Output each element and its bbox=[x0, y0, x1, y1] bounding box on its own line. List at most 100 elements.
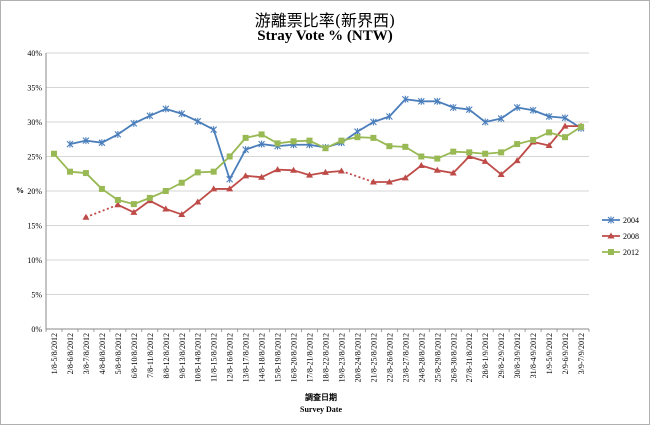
data-point bbox=[162, 205, 170, 212]
y-tick-label: 15% bbox=[27, 222, 42, 231]
data-point bbox=[513, 104, 521, 112]
x-tick-label: 23/8-27/8/2012 bbox=[401, 333, 410, 382]
series-line-segment bbox=[516, 141, 534, 162]
x-tick-label: 4/8-8/8/2012 bbox=[98, 333, 107, 374]
data-point bbox=[417, 97, 425, 105]
data-point bbox=[130, 119, 138, 127]
x-tick-label: 18/8-22/8/2012 bbox=[321, 333, 330, 382]
data-point bbox=[418, 153, 425, 160]
series-line-segment bbox=[548, 115, 566, 119]
data-point bbox=[321, 168, 329, 175]
series-line-segment bbox=[69, 139, 87, 145]
x-tick-label: 8/8-12/8/2012 bbox=[162, 333, 171, 378]
series-line-segment bbox=[133, 114, 151, 125]
data-point bbox=[401, 95, 409, 103]
data-point bbox=[274, 140, 281, 147]
series-dotted-segment bbox=[85, 203, 119, 219]
data-point bbox=[498, 149, 505, 156]
data-point bbox=[338, 137, 345, 144]
data-point bbox=[130, 208, 138, 215]
data-point bbox=[242, 134, 249, 141]
series-line-segment bbox=[117, 122, 135, 136]
data-point bbox=[194, 117, 202, 125]
y-tick-label: 10% bbox=[27, 256, 42, 265]
x-tick-label: 26/8-30/8/2012 bbox=[449, 333, 458, 382]
data-point bbox=[481, 157, 489, 164]
series-line-segment bbox=[197, 120, 215, 131]
data-point bbox=[513, 157, 521, 164]
y-tick-label: 30% bbox=[27, 118, 42, 127]
series-line-segment bbox=[181, 112, 199, 123]
y-tick-label: 25% bbox=[27, 153, 42, 162]
data-point bbox=[82, 137, 90, 145]
data-point bbox=[82, 170, 89, 177]
series-line-segment bbox=[485, 117, 502, 123]
x-tick-label: 17/8-21/8/2012 bbox=[306, 333, 315, 382]
data-point bbox=[210, 185, 218, 192]
data-point bbox=[385, 178, 393, 185]
series-line-segment bbox=[165, 208, 183, 216]
data-point bbox=[401, 174, 409, 181]
data-point bbox=[482, 150, 489, 157]
data-point bbox=[290, 138, 297, 145]
x-tick-label: 27/8-31/8/2012 bbox=[465, 333, 474, 382]
data-point bbox=[578, 123, 585, 130]
x-tick-label: 15/8-19/8/2012 bbox=[274, 333, 283, 382]
series-line-segment bbox=[421, 164, 438, 172]
series-line-segment bbox=[468, 155, 486, 163]
legend-marker bbox=[607, 232, 615, 239]
series-line-segment bbox=[548, 125, 566, 147]
data-point bbox=[146, 194, 153, 201]
series-line-segment bbox=[356, 121, 374, 133]
data-point bbox=[354, 128, 361, 136]
data-point bbox=[306, 171, 314, 178]
data-point bbox=[178, 179, 185, 186]
x-tick-label: 24/8-28/8/2012 bbox=[417, 333, 426, 382]
data-point bbox=[194, 198, 202, 205]
x-tick-label: 22/8-26/8/2012 bbox=[385, 333, 394, 382]
series-line-segment bbox=[228, 149, 247, 180]
x-tick-label: 1/8-5/8/2012 bbox=[50, 333, 59, 374]
series-line-segment bbox=[500, 106, 518, 120]
y-tick-label: 0% bbox=[31, 325, 42, 334]
x-axis-ticks: 1/8-5/8/2012 2/8-6/8/2012 3/8-7/8/2012 4/8-… bbox=[45, 329, 590, 382]
data-point bbox=[433, 97, 441, 105]
data-point bbox=[226, 175, 234, 183]
y-tick-label: 40% bbox=[27, 49, 42, 58]
data-point bbox=[66, 140, 74, 148]
data-point bbox=[210, 126, 218, 134]
x-tick-label: 3/9-7/9/2012 bbox=[577, 333, 586, 374]
data-point bbox=[274, 166, 282, 173]
plot-area bbox=[50, 95, 585, 220]
y-axis-ticks: 0% 5% 10% 15% 20% 25% 30% 35% 40% bbox=[27, 49, 42, 334]
series-line-segment bbox=[453, 106, 470, 111]
data-point bbox=[130, 201, 137, 208]
series-line-segment bbox=[101, 133, 119, 144]
series-line-segment bbox=[452, 155, 470, 174]
x-tick-label: 13/8-17/8/2012 bbox=[242, 333, 251, 382]
data-point bbox=[370, 118, 377, 126]
chart-title: 游離票比率(新界西) bbox=[254, 11, 396, 30]
series-line-segment bbox=[389, 177, 406, 183]
data-point bbox=[114, 130, 122, 138]
data-point bbox=[530, 136, 537, 143]
series-line-segment bbox=[149, 108, 167, 117]
data-point bbox=[306, 137, 313, 144]
series-2012 bbox=[50, 123, 585, 208]
series-line-segment bbox=[325, 170, 342, 174]
x-tick-label: 10/8-14/8/2012 bbox=[194, 333, 203, 382]
data-point bbox=[402, 143, 409, 150]
series-2008 bbox=[82, 122, 585, 220]
data-point bbox=[66, 168, 73, 175]
series-line-segment bbox=[309, 171, 326, 177]
x-tick-label: 5/8-9/8/2012 bbox=[114, 333, 123, 374]
data-point bbox=[258, 131, 265, 138]
data-point bbox=[465, 153, 473, 159]
data-point bbox=[386, 143, 393, 150]
x-tick-label: 30/8-3/9/2012 bbox=[513, 333, 522, 378]
x-axis-label: Survey Date bbox=[300, 405, 342, 414]
data-point bbox=[178, 210, 186, 217]
x-tick-label: 19/8-23/8/2012 bbox=[337, 333, 346, 382]
series-line-segment bbox=[293, 169, 310, 176]
